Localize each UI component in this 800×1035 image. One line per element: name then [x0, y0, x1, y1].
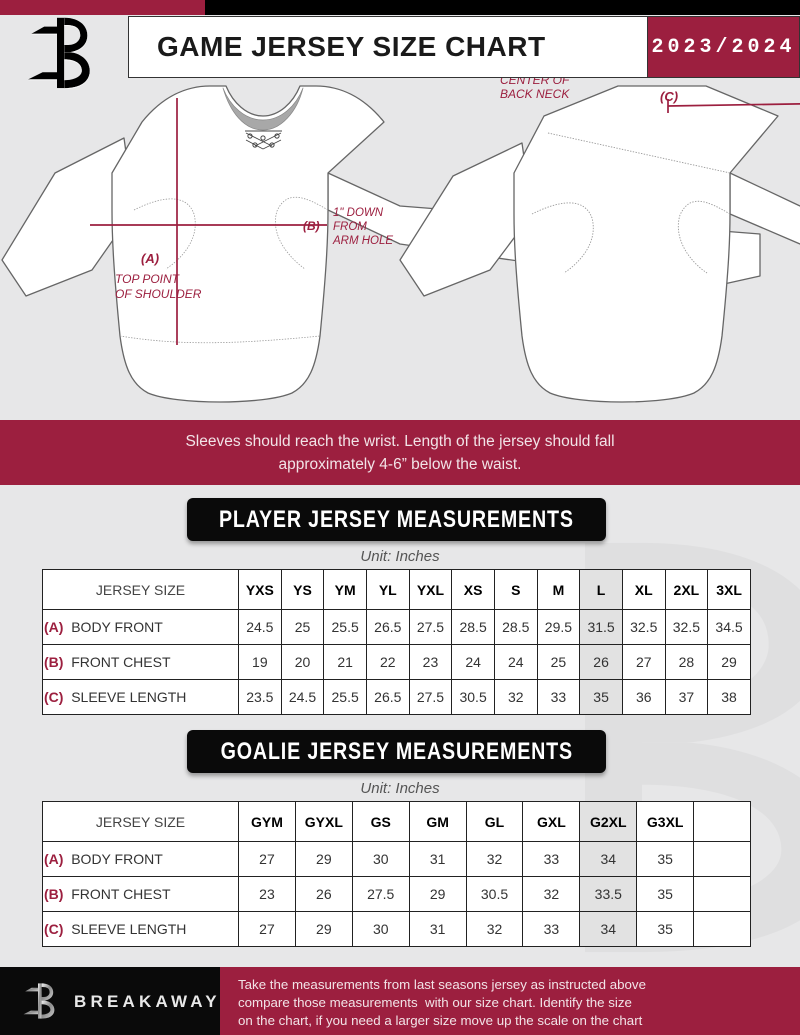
svg-text:(B): (B): [303, 219, 320, 233]
svg-text:TOP POINT: TOP POINT: [115, 272, 181, 286]
svg-text:FROM: FROM: [333, 221, 367, 233]
svg-text:OF SHOULDER: OF SHOULDER: [115, 287, 202, 301]
svg-text:CENTER OF: CENTER OF: [500, 78, 570, 87]
svg-text:BACK NECK: BACK NECK: [500, 87, 570, 101]
svg-text:(A): (A): [141, 251, 159, 266]
svg-text:1" DOWN: 1" DOWN: [333, 207, 384, 219]
svg-text:ARM HOLE: ARM HOLE: [332, 235, 393, 247]
svg-text:(C): (C): [660, 89, 678, 104]
